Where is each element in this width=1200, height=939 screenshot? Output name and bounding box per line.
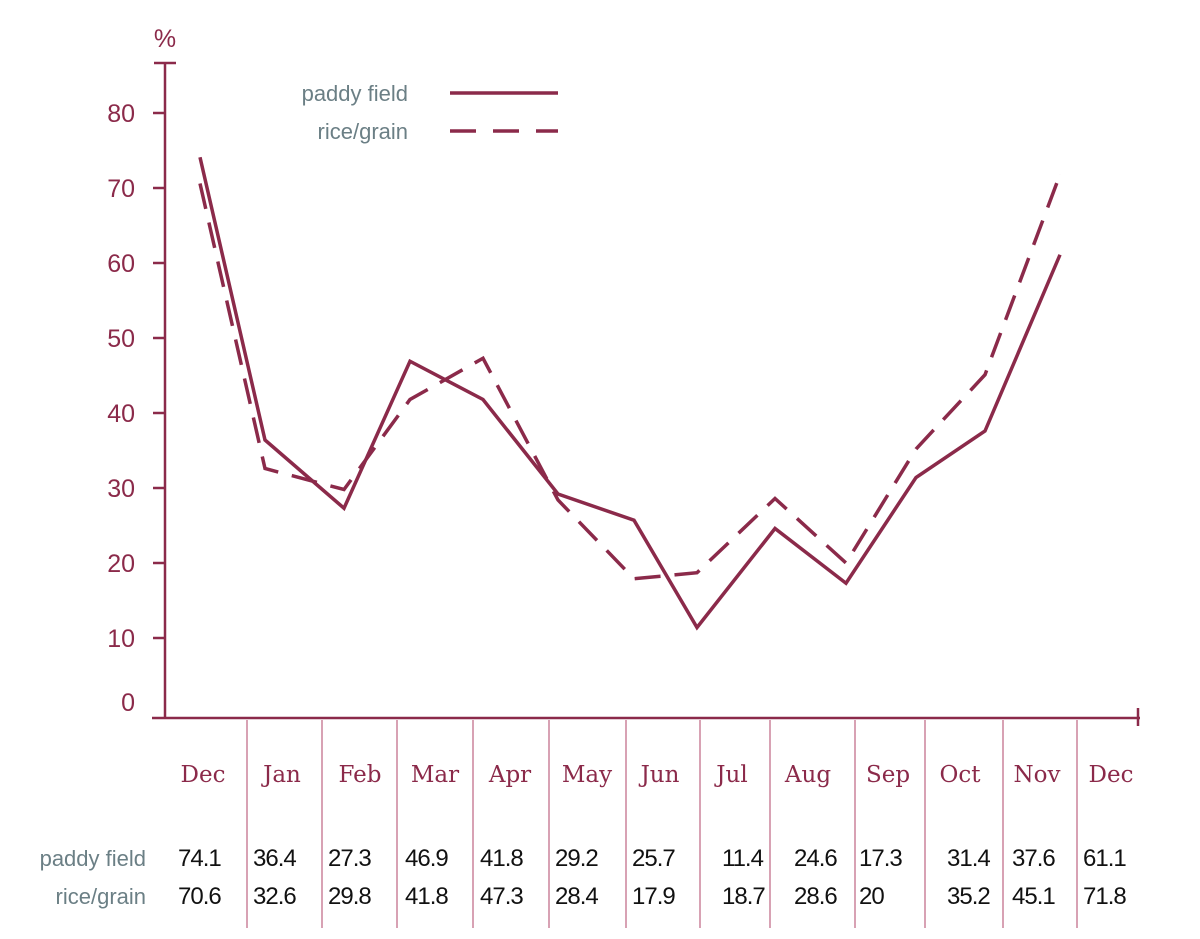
x-tick-label: Sep [866, 762, 910, 788]
y-tick-label: 70 [107, 175, 135, 203]
table-cell-value: 70.6 [178, 883, 221, 910]
x-tick-label: Apr [488, 762, 531, 788]
x-tick-label: Jan [261, 762, 301, 788]
y-tick-label: 80 [107, 100, 135, 128]
table-cell-value: 61.1 [1083, 845, 1126, 872]
table-cell-value: 35.2 [947, 883, 990, 910]
table-cell-value: 25.7 [632, 845, 675, 872]
x-tick-label: May [562, 762, 612, 788]
x-tick-label: Aug [784, 762, 831, 788]
y-tick-label: 40 [107, 400, 135, 428]
series-line-paddy-field [198, 156, 1062, 631]
table-cell-value: 17.9 [632, 883, 675, 910]
y-tick-label: 10 [107, 625, 135, 653]
table-row-label: rice/grain [56, 884, 146, 909]
table-row-label: paddy field [40, 846, 146, 871]
table-cell-value: 37.6 [1012, 845, 1055, 872]
x-tick-label: Mar [411, 762, 459, 788]
y-axis-label: % [154, 25, 176, 53]
table-cell-value: 27.3 [328, 845, 371, 872]
x-tick-label: Dec [1089, 762, 1134, 788]
table-cell-value: 46.9 [405, 845, 448, 872]
table-cell-value: 17.3 [859, 845, 902, 872]
table-cell-value: 74.1 [178, 845, 221, 872]
legend-label: paddy field [302, 81, 408, 106]
x-tick-label: Dec [181, 762, 226, 788]
x-tick-label: Nov [1014, 762, 1061, 788]
table-cell-value: 20 [859, 883, 884, 910]
y-tick-label: 0 [121, 689, 135, 717]
x-tick-label: Jun [639, 762, 680, 788]
y-tick-label: 60 [107, 250, 135, 278]
table-cell-value: 47.3 [480, 883, 523, 910]
legend-label: rice/grain [318, 119, 408, 144]
table-cell-value: 28.4 [555, 883, 598, 910]
table-cell-value: 28.6 [794, 883, 837, 910]
x-tick-label: Jul [714, 762, 747, 788]
table-cell-value: 11.4 [722, 845, 764, 872]
table-cell-value: 32.6 [253, 883, 296, 910]
table-cell-value: 29.2 [555, 845, 598, 872]
x-tick-label: Oct [940, 762, 982, 788]
table-cell-value: 71.8 [1083, 883, 1126, 910]
table-cell-value: 31.4 [947, 845, 990, 872]
table-cell-value: 18.7 [722, 883, 765, 910]
table-cell-value: 36.4 [253, 845, 296, 872]
table-cell-value: 24.6 [794, 845, 837, 872]
table-cell-value: 45.1 [1012, 883, 1055, 910]
table-cell-value: 41.8 [480, 845, 523, 872]
x-tick-label: Feb [338, 762, 381, 788]
y-tick-label: 30 [107, 475, 135, 503]
table-cell-value: 41.8 [405, 883, 448, 910]
table-cell-value: 29.8 [328, 883, 371, 910]
y-tick-label: 20 [107, 550, 135, 578]
y-tick-label: 50 [107, 325, 135, 353]
